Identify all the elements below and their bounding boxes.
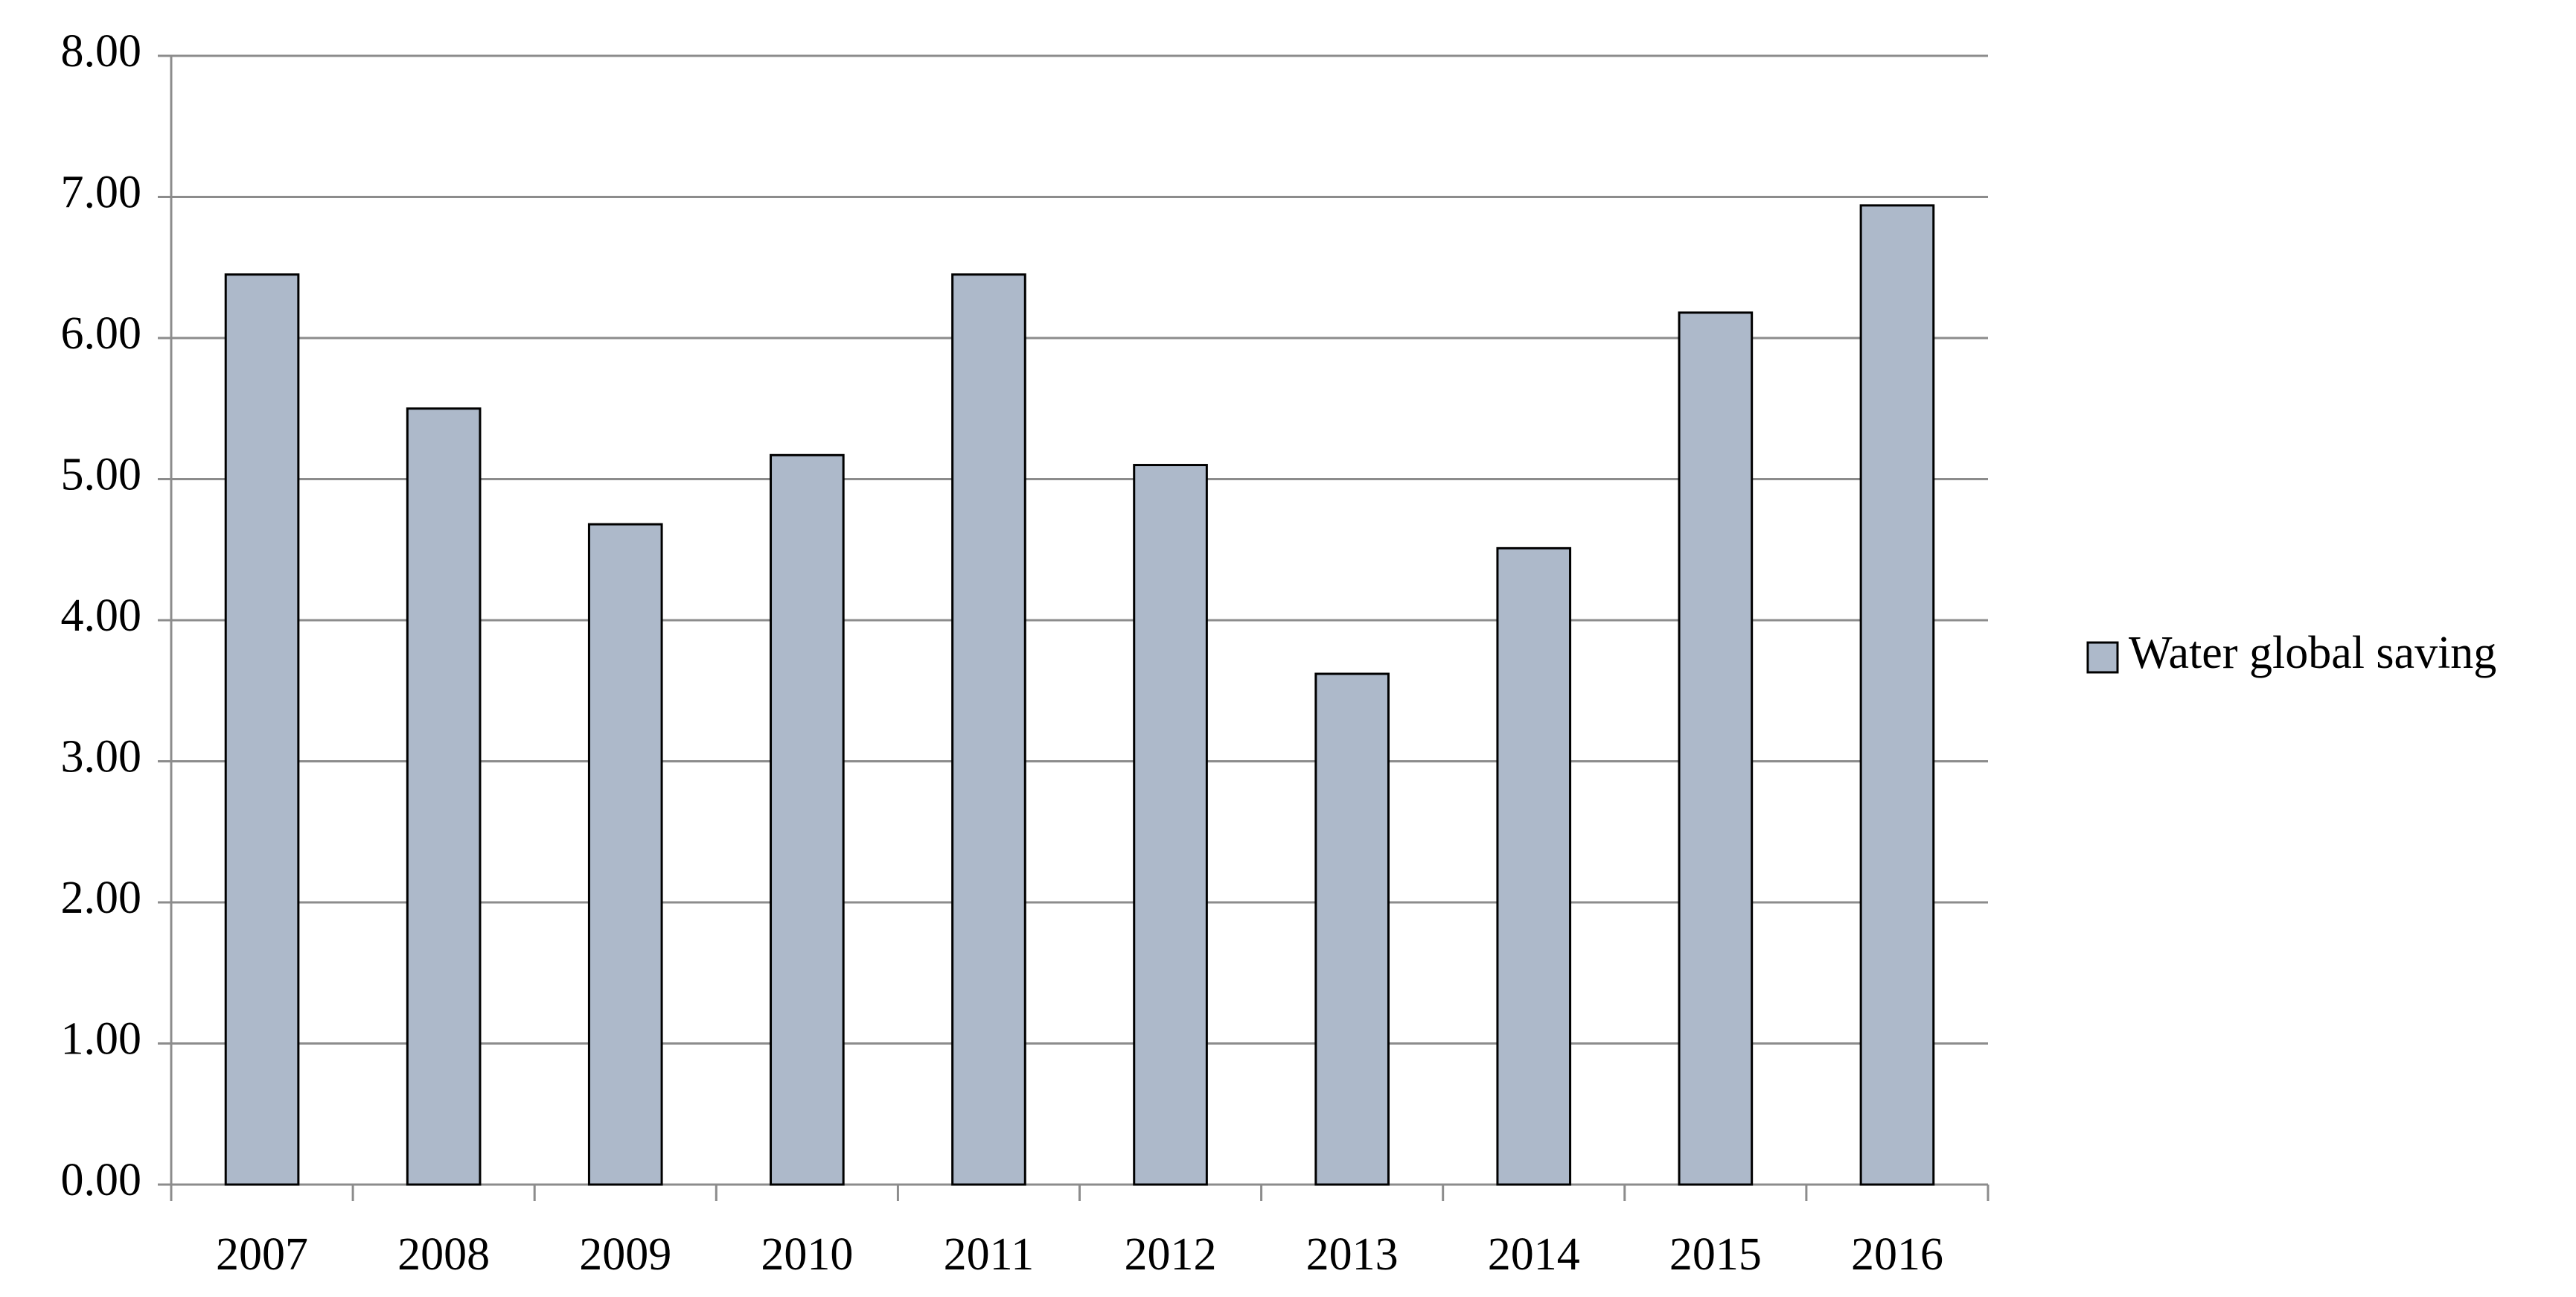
x-tick-label: 2011: [944, 1229, 1035, 1280]
legend-label: Water global saving: [2129, 628, 2496, 678]
bar: [406, 407, 482, 1186]
x-tick-label: 2012: [1125, 1229, 1217, 1280]
y-tick-label: 1.00: [61, 1014, 142, 1065]
y-tick-label: 5.00: [61, 450, 142, 500]
x-tick-label: 2010: [761, 1229, 853, 1280]
y-tick-label: 8.00: [61, 26, 142, 77]
x-tick-label: 2013: [1306, 1229, 1399, 1280]
bar: [1678, 311, 1754, 1186]
x-tick-label: 2014: [1488, 1229, 1580, 1280]
x-tick-label: 2016: [1851, 1229, 1943, 1280]
x-tick-label: 2009: [579, 1229, 671, 1280]
bar: [1133, 464, 1208, 1186]
bar: [1314, 672, 1390, 1186]
bar: [224, 273, 300, 1186]
legend-swatch: [2086, 641, 2119, 674]
y-tick-label: 2.00: [61, 873, 142, 923]
x-tick-label: 2008: [397, 1229, 490, 1280]
bar: [1859, 204, 1935, 1186]
y-tick-label: 7.00: [61, 168, 142, 218]
bar: [951, 273, 1026, 1186]
x-tick-label: 2007: [216, 1229, 308, 1280]
y-tick-label: 6.00: [61, 308, 142, 359]
y-tick-label: 4.00: [61, 590, 142, 641]
bar: [587, 523, 663, 1186]
x-tick-label: 2015: [1669, 1229, 1762, 1280]
y-tick-label: 3.00: [61, 732, 142, 783]
bar: [1496, 546, 1572, 1186]
y-tick-label: 0.00: [61, 1155, 142, 1205]
bar: [770, 453, 845, 1186]
